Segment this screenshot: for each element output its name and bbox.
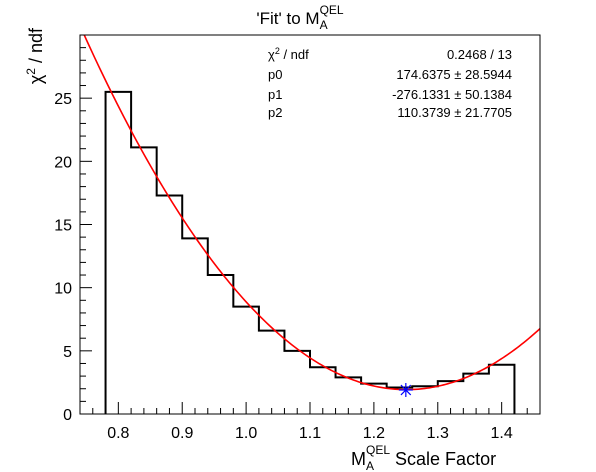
- x-axis-label-sup: QEL: [366, 443, 390, 457]
- chart-title-sub: A: [320, 18, 328, 32]
- stats-label-p2: p2: [268, 105, 282, 120]
- stats-label-chi2: χ2 / ndf: [268, 46, 309, 62]
- x-axis-label-suffix: Scale Factor: [390, 449, 496, 469]
- histogram-bin-1: [131, 147, 157, 414]
- minimum-marker: [398, 382, 413, 397]
- tick-labels: 0.8 0.9 1.0 1.1 1.2 1.3 1.4 0 5 10 15 20 25: [54, 91, 513, 442]
- histogram-bin-14: [463, 374, 489, 414]
- x-tick-label: 1.1: [299, 425, 321, 442]
- chart-title-sup: QEL: [320, 3, 344, 17]
- y-axis-label-base: χ: [26, 74, 46, 84]
- y-tick-label: 0: [63, 407, 72, 424]
- minimum-marker-group: [398, 382, 413, 397]
- stats-label-p0: p0: [268, 67, 282, 82]
- x-tick-label: 0.9: [171, 425, 193, 442]
- stats-label-chi2-suffix: / ndf: [280, 47, 309, 62]
- histogram-bin-3: [182, 238, 208, 414]
- stats-value-p2: 110.3739 ± 21.7705: [397, 105, 512, 120]
- y-tick-label: 25: [54, 91, 72, 108]
- x-tick-label: 1.2: [363, 425, 385, 442]
- y-tick-label: 10: [54, 281, 72, 298]
- axes: [79, 34, 541, 415]
- y-axis-label-sup: 2: [24, 68, 38, 75]
- histogram-bin-5: [233, 307, 259, 414]
- x-tick-label: 1.0: [235, 425, 257, 442]
- x-tick-label: 1.4: [491, 425, 513, 442]
- histogram-bin-0: [106, 92, 132, 414]
- x-tick-label: 1.3: [427, 425, 449, 442]
- stats-box: χ2 / ndf 0.2468 / 13 p0 174.6375 ± 28.59…: [268, 46, 512, 120]
- y-axis-label: χ2 / ndf: [24, 27, 46, 84]
- x-axis-label-prefix: M: [351, 449, 366, 469]
- histogram-bin-8: [310, 367, 336, 414]
- x-tick-label: 0.8: [107, 425, 129, 442]
- histogram: [104, 90, 516, 414]
- stats-label-chi2-base: χ: [268, 47, 275, 62]
- fit-curve-group: [83, 35, 540, 391]
- histogram-outline: [104, 90, 516, 414]
- fit-curve: [83, 35, 540, 391]
- stats-value-p1: -276.1331 ± 50.1384: [392, 87, 512, 102]
- stats-value-chi2: 0.2468 / 13: [447, 47, 512, 62]
- stats-label-p1: p1: [268, 87, 282, 102]
- x-axis-label-sub: A: [366, 459, 374, 472]
- chart-title-text: 'Fit' to M: [256, 9, 319, 28]
- y-tick-label: 20: [54, 154, 72, 171]
- histogram-bin-7: [284, 351, 310, 414]
- histogram-bin-2: [157, 195, 183, 414]
- histogram-bin-4: [208, 275, 234, 414]
- y-tick-label: 5: [63, 344, 72, 361]
- histogram-bin-6: [259, 331, 285, 414]
- y-tick-label: 15: [54, 218, 72, 235]
- y-axis-label-suffix: / ndf: [26, 27, 46, 68]
- stats-label-chi2-sup: 2: [275, 46, 280, 56]
- stats-value-p0: 174.6375 ± 28.5944: [396, 67, 512, 82]
- x-axis-label: MA QEL Scale Factor: [351, 443, 496, 472]
- chart-title: 'Fit' to MAQEL: [256, 3, 344, 32]
